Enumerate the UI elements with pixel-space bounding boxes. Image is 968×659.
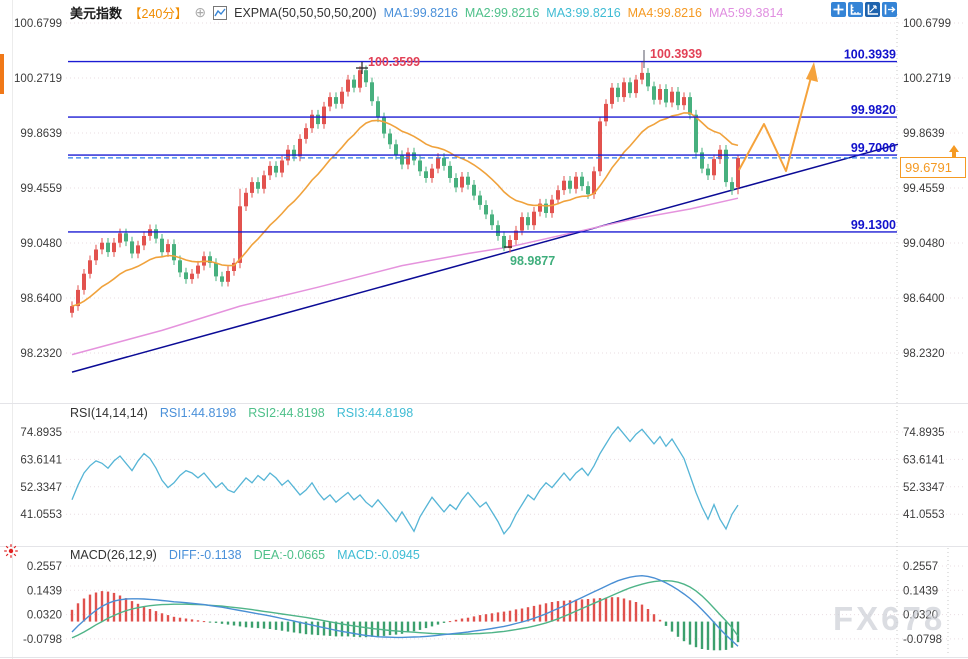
left-scroll-strip: [0, 54, 4, 94]
move-icon[interactable]: [831, 2, 846, 17]
svg-text:98.2320: 98.2320: [903, 348, 945, 360]
macd-value: MACD:-0.0945: [337, 548, 420, 562]
rsi-title: RSI(14,14,14): [70, 406, 148, 420]
svg-text:41.0553: 41.0553: [903, 509, 945, 521]
ma2-value: MA2:99.8216: [464, 5, 540, 20]
ma5-value: MA5:99.3814: [709, 5, 784, 20]
price-annotations: 100.3599 100.3939 98.9877: [356, 47, 702, 268]
expma-line: [71, 112, 739, 307]
svg-text:100.3939: 100.3939: [650, 47, 702, 61]
svg-text:41.0553: 41.0553: [20, 509, 62, 521]
svg-text:100.3939: 100.3939: [844, 48, 896, 62]
rsi-panel-header: RSI(14,14,14) RSI1:44.8198 RSI2:44.8198 …: [70, 406, 413, 420]
timeframe-label[interactable]: 【240分】: [129, 7, 188, 21]
svg-text:0.2557: 0.2557: [903, 561, 938, 573]
svg-text:100.3599: 100.3599: [368, 55, 420, 69]
svg-text:100.6799: 100.6799: [14, 18, 62, 30]
candlestick-series: [70, 61, 740, 318]
svg-text:74.8935: 74.8935: [20, 427, 62, 439]
rsi2-value: RSI2:44.8198: [248, 406, 325, 420]
main-chart-header: 美元指数 【240分】 ⊕ EXPMA(50,50,50,50,200) MA1…: [70, 3, 783, 22]
indicator-label: EXPMA(50,50,50,50,200): [234, 5, 377, 20]
svg-text:63.6141: 63.6141: [20, 454, 62, 466]
svg-text:99.4559: 99.4559: [20, 183, 62, 195]
svg-text:0.0320: 0.0320: [27, 610, 62, 622]
chart-toolbar: [831, 2, 897, 17]
dea-line: [71, 579, 739, 639]
trendline[interactable]: [71, 143, 899, 373]
chart-page-icon[interactable]: [213, 5, 228, 20]
rsi-line: [71, 425, 739, 535]
svg-text:99.8639: 99.8639: [903, 128, 945, 140]
svg-text:74.8935: 74.8935: [903, 427, 945, 439]
svg-text:98.9877: 98.9877: [510, 254, 555, 268]
svg-text:99.1300: 99.1300: [851, 218, 896, 232]
macd-title: MACD(26,12,9): [70, 548, 157, 562]
svg-text:0.1439: 0.1439: [903, 585, 938, 597]
rsi1-value: RSI1:44.8198: [159, 406, 237, 420]
projection-arrow[interactable]: [738, 62, 818, 172]
svg-text:99.7000: 99.7000: [851, 141, 896, 155]
draw-tool-icon[interactable]: [865, 2, 880, 17]
svg-text:52.3347: 52.3347: [903, 482, 945, 494]
svg-text:0.0320: 0.0320: [903, 610, 938, 622]
svg-text:98.2320: 98.2320: [20, 348, 62, 360]
ma4-value: MA4:99.8216: [627, 5, 702, 20]
axis-scale-icon[interactable]: [848, 2, 863, 17]
current-price-tag: 99.6791: [900, 157, 966, 178]
svg-text:100.6799: 100.6799: [903, 18, 951, 30]
svg-text:99.0480: 99.0480: [20, 238, 62, 250]
macd-histogram: [70, 591, 740, 651]
svg-text:63.6141: 63.6141: [903, 454, 945, 466]
macd-panel-header: MACD(26,12,9) DIFF:-0.1138 DEA:-0.0665 M…: [70, 548, 420, 562]
rsi3-value: RSI3:44.8198: [336, 406, 414, 420]
price-axis: 100.6799 100.6799 100.2719 100.2719 99.8639 9…: [14, 18, 966, 646]
ma1-value: MA1:99.8216: [383, 5, 458, 20]
svg-text:52.3347: 52.3347: [20, 482, 62, 494]
svg-text:99.9820: 99.9820: [851, 103, 896, 117]
svg-text:100.2719: 100.2719: [14, 73, 62, 85]
svg-text:99.0480: 99.0480: [903, 238, 945, 250]
horizontal-level-lines[interactable]: 100.3939 99.9820 99.7000 99.1300: [68, 48, 897, 233]
ma3-value: MA3:99.8216: [546, 5, 621, 20]
symbol-name: 美元指数: [70, 6, 123, 21]
svg-text:98.6400: 98.6400: [20, 293, 62, 305]
circle-plus-icon[interactable]: ⊕: [194, 4, 207, 20]
diff-value: DIFF:-0.1138: [168, 548, 242, 562]
svg-text:0.1439: 0.1439: [27, 585, 62, 597]
svg-text:99.8639: 99.8639: [20, 128, 62, 140]
svg-text:0.2557: 0.2557: [27, 561, 62, 573]
exit-right-icon[interactable]: [882, 2, 897, 17]
watermark: FX678: [833, 600, 946, 637]
peak-cross-marker: [356, 62, 368, 74]
ma200-line: [71, 197, 739, 356]
svg-text:99.4559: 99.4559: [903, 183, 945, 195]
diff-line: [71, 574, 739, 647]
svg-text:98.6400: 98.6400: [903, 293, 945, 305]
dea-value: DEA:-0.0665: [253, 548, 326, 562]
svg-text:-0.0798: -0.0798: [903, 634, 942, 646]
svg-text:-0.0798: -0.0798: [23, 634, 62, 646]
sun-icon[interactable]: [4, 544, 18, 558]
svg-text:100.2719: 100.2719: [903, 73, 951, 85]
price-up-arrow-icon: [948, 145, 960, 164]
